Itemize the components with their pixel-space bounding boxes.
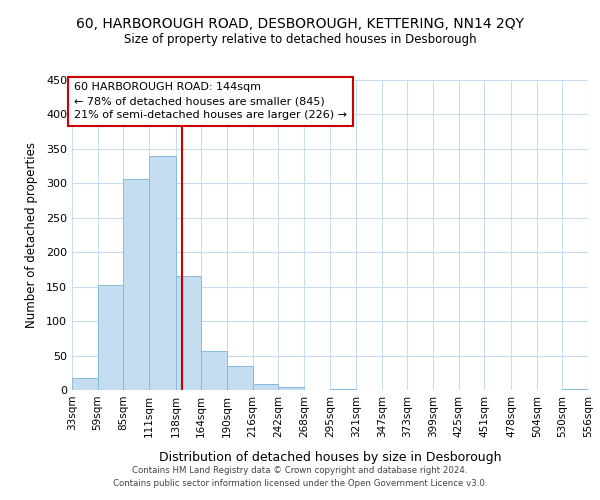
Bar xyxy=(227,366,253,390)
Y-axis label: Number of detached properties: Number of detached properties xyxy=(25,142,38,328)
Bar xyxy=(72,378,98,390)
Bar xyxy=(253,384,278,390)
Bar xyxy=(562,388,588,390)
Text: 60 HARBOROUGH ROAD: 144sqm
← 78% of detached houses are smaller (845)
21% of sem: 60 HARBOROUGH ROAD: 144sqm ← 78% of deta… xyxy=(74,82,347,120)
Bar xyxy=(201,350,227,390)
Text: Size of property relative to detached houses in Desborough: Size of property relative to detached ho… xyxy=(124,32,476,46)
Text: 60, HARBOROUGH ROAD, DESBOROUGH, KETTERING, NN14 2QY: 60, HARBOROUGH ROAD, DESBOROUGH, KETTERI… xyxy=(76,18,524,32)
Bar xyxy=(278,387,304,390)
X-axis label: Distribution of detached houses by size in Desborough: Distribution of detached houses by size … xyxy=(159,451,501,464)
Text: Contains HM Land Registry data © Crown copyright and database right 2024.
Contai: Contains HM Land Registry data © Crown c… xyxy=(113,466,487,487)
Bar xyxy=(124,179,149,390)
Bar xyxy=(98,286,124,390)
Bar xyxy=(149,156,176,390)
Bar xyxy=(176,276,201,390)
